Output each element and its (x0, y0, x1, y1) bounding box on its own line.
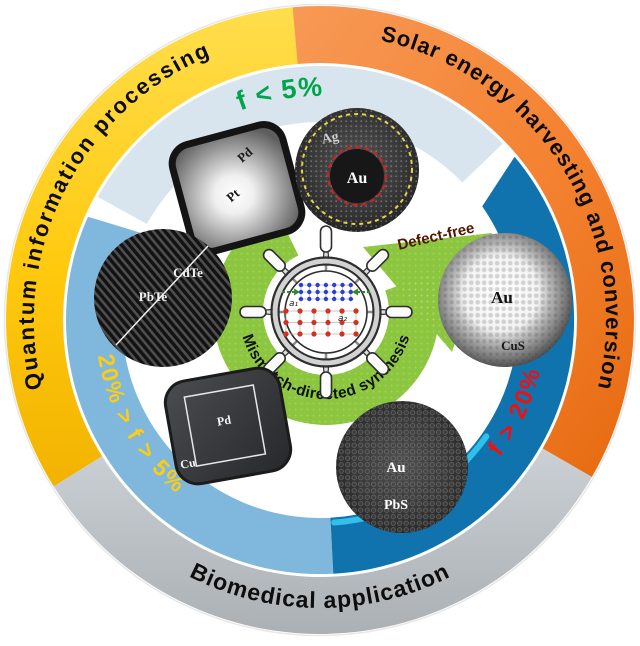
segment-solar (292, 6, 634, 477)
lattice-atom (311, 308, 317, 314)
lattice-atom (325, 308, 331, 314)
lattice-atom (340, 289, 345, 295)
pbs-label: PbS (384, 498, 408, 513)
au2-label: Au (386, 460, 405, 476)
lattice-atom (323, 289, 329, 295)
lattice-atom (348, 282, 353, 288)
lattice-atom (307, 282, 312, 288)
ag-label: Ag (320, 129, 340, 147)
lattice-atom (283, 308, 289, 314)
lattice-atom (332, 282, 337, 288)
lattice-atom (297, 308, 303, 314)
lattice-atom (307, 289, 312, 295)
lattice-atom (325, 319, 331, 326)
segment-biomedical (53, 448, 592, 634)
lattice-diagram (283, 282, 359, 337)
ship-wheel: a₁ a₂ (238, 224, 414, 400)
arrowhead-right-icon (352, 288, 358, 296)
lattice-atom (353, 319, 359, 326)
core-outline-icon (183, 384, 267, 467)
cdte-label: CdTe (173, 265, 203, 280)
band-f-low (97, 66, 503, 224)
particle-ag-au: Ag Au (295, 108, 419, 232)
lattice-atom (323, 296, 329, 302)
segment-quantum (5, 7, 298, 487)
lattice-atom (298, 282, 304, 288)
particle-cdte-pbte: CdTe PbTe (94, 229, 232, 367)
lattice-atom (283, 319, 289, 326)
shell-outline-icon (301, 113, 413, 225)
lattice-atom (311, 331, 317, 337)
lattice-atom (298, 296, 304, 302)
lattice-atom (315, 296, 320, 302)
lattice-atom (348, 296, 353, 302)
lattice-atom (315, 289, 320, 295)
lattice-atom (325, 331, 331, 337)
lattice-atom (297, 319, 303, 326)
pd2-label: Pd (216, 412, 233, 428)
au-label: Au (491, 288, 513, 307)
outer-rim (3, 3, 637, 637)
cus-label: CuS (501, 338, 525, 353)
particle-au-pbs: Au PbS (336, 401, 468, 533)
lattice-atom (315, 282, 320, 288)
lattice-atom (283, 331, 289, 337)
band-f-mid (66, 216, 334, 575)
lattice-atom (340, 296, 345, 302)
lattice-atom (332, 296, 337, 302)
lattice-atom (348, 289, 353, 295)
lattice-atom (339, 331, 345, 337)
pbte-label: PbTe (139, 289, 168, 304)
lattice-atom (307, 296, 312, 302)
particle-pd-cu: Pd Cu (163, 366, 293, 486)
arrowhead-left-icon (294, 288, 300, 296)
particle-au-cus: Au CuS (438, 233, 572, 367)
lattice-atom (340, 282, 345, 288)
lattice-atom (339, 319, 345, 326)
lattice-atom (323, 282, 329, 288)
lattice-atom (353, 308, 359, 314)
lattice-a1-label: a₁ (289, 299, 299, 309)
lattice-arrows (282, 288, 370, 296)
lattice-a2-label: a₂ (338, 314, 348, 324)
au-core-label: Au (347, 170, 368, 187)
cu-label: Cu (179, 455, 197, 472)
lattice-atom (297, 331, 303, 337)
lattice-atom (311, 319, 317, 326)
lattice-atom (298, 289, 304, 295)
particle-pd-pt: Pd Pt (168, 121, 306, 255)
lattice-atom (353, 331, 359, 337)
interface-line-icon (115, 245, 209, 346)
lattice-atom (339, 308, 345, 314)
lattice-atom (332, 289, 337, 295)
core-outline-icon (326, 145, 388, 207)
